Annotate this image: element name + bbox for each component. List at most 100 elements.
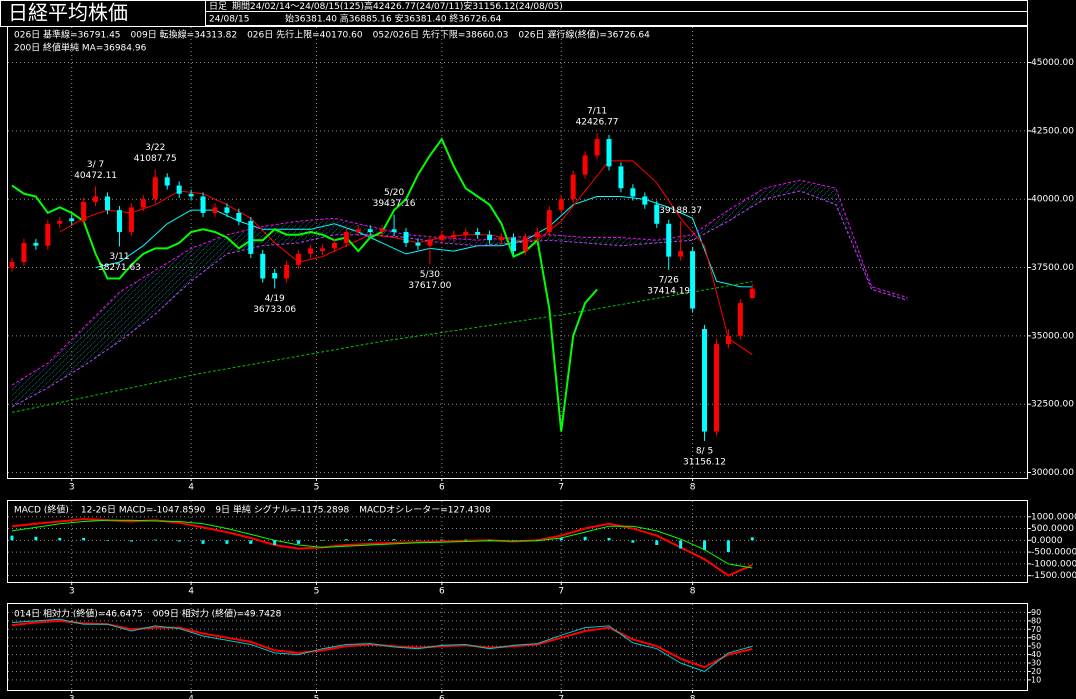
candle-body (451, 234, 457, 238)
candle-body (272, 273, 278, 279)
y-tick-label: 40000.00 (1031, 195, 1074, 205)
x-tick-label: 3 (69, 695, 75, 699)
x-tick-label: 5 (314, 483, 320, 493)
annotation-date: 3/11 (109, 252, 129, 262)
annotation-date: 3/22 (145, 143, 165, 153)
legend-entry: 014日 相対力 (終値)=46.6475 (14, 608, 143, 620)
annotation-date: 3/ 7 (87, 160, 104, 170)
candle-body (81, 201, 87, 222)
bar (344, 539, 348, 541)
x-tick-label: 8 (690, 695, 696, 699)
cloud (12, 180, 908, 407)
series-line (11, 137, 598, 432)
candle-body (570, 174, 576, 200)
bar (607, 537, 611, 541)
bar (559, 537, 563, 541)
bar (225, 540, 229, 544)
header-text: 24/08/15 (209, 15, 249, 25)
legend-entry: 026日 遅行線(終値)=36726.64 (518, 29, 650, 41)
annotation-date: 4/19 (265, 294, 285, 304)
panel-title: MACD (終値) (14, 504, 69, 516)
candle-body (618, 166, 624, 189)
y-tick-label: 32500.00 (1031, 400, 1074, 410)
bar (320, 540, 324, 541)
annotation-value: 37414.19 (647, 286, 690, 296)
bar (82, 537, 86, 541)
candle-body (236, 212, 242, 222)
candle-body (630, 188, 636, 197)
bar (726, 540, 730, 553)
bar (392, 539, 396, 541)
candle-body (558, 199, 564, 211)
chart-title: 日経平均株価 (8, 1, 128, 25)
y-tick-label: 80 (1031, 616, 1041, 625)
legend-entry: 026日 先行上限=40170.60 (247, 29, 363, 41)
candle-body (510, 237, 516, 252)
candle-body (427, 240, 433, 246)
candle-body (21, 242, 27, 263)
y-tick-label: 30000.00 (1031, 468, 1074, 478)
legend-entry: 009日 相対力 (終値)=49.7428 (153, 608, 282, 620)
candle-body (260, 253, 266, 279)
annotation-value: 37617.00 (408, 281, 451, 291)
series-line (11, 518, 753, 577)
annotation-value: 39437.16 (373, 199, 416, 209)
annotation-value: 36733.06 (253, 305, 296, 315)
annotation-value: 39188.37 (659, 206, 702, 216)
bar (583, 536, 587, 541)
candle-body (391, 229, 397, 232)
annotation-date: 5/30 (420, 270, 440, 280)
candle-body (188, 193, 194, 197)
candle-body (128, 207, 134, 232)
bar (750, 537, 754, 541)
candle-body (439, 234, 445, 241)
candle-body (176, 185, 182, 194)
legend-entry: 052/026日 先行下限=38660.03 (373, 29, 509, 41)
candle-body (343, 232, 349, 243)
x-tick-label: 8 (690, 587, 696, 597)
candle-body (355, 229, 361, 232)
candle-body (367, 229, 373, 232)
y-tick-label: 37500.00 (1031, 263, 1074, 273)
candle-body (140, 199, 146, 208)
y-tick-label: 70 (1031, 625, 1041, 634)
x-tick-label: 8 (690, 483, 696, 493)
bar (58, 537, 62, 541)
candle-body (475, 232, 481, 235)
candle-body (749, 288, 755, 299)
bar (177, 540, 181, 542)
series-line (11, 618, 753, 673)
bar (297, 540, 301, 544)
header-box (205, 11, 1028, 26)
candle-body (546, 210, 552, 232)
candle-body (463, 232, 469, 235)
bar (273, 540, 277, 546)
candle-body (582, 155, 588, 175)
legend-entry: 9日 単純 シグナル=-1175.2898 (215, 504, 349, 516)
x-tick-label: 6 (439, 587, 445, 597)
y-tick-label: 1000.0000 (1031, 512, 1076, 522)
annotation-date: 7/11 (587, 106, 607, 116)
header-text: 始36381.40 高36885.16 安36381.40 終36726.64 (285, 13, 502, 25)
y-tick-label: 50 (1031, 642, 1041, 651)
candle-body (248, 221, 254, 254)
bar (10, 535, 14, 541)
plot-frame (7, 603, 1028, 691)
annotation-value: 38271.63 (98, 263, 141, 273)
candle-body (606, 139, 612, 167)
series-line (11, 281, 753, 413)
bar (679, 540, 683, 549)
y-tick-label: 40 (1031, 650, 1041, 659)
annotation-value: 41087.75 (134, 154, 177, 164)
candle-body (296, 253, 302, 265)
legend-entry: 009日 転換線=34313.82 (131, 29, 238, 41)
y-tick-label: 35000.00 (1031, 331, 1074, 341)
series-line (11, 519, 753, 569)
candle-body (499, 237, 505, 241)
candle-body (308, 248, 313, 254)
candle-body (319, 248, 325, 252)
x-tick-label: 4 (188, 587, 194, 597)
candle-body (403, 232, 409, 243)
bar (129, 540, 133, 542)
y-tick-label: 45000.00 (1031, 58, 1074, 68)
